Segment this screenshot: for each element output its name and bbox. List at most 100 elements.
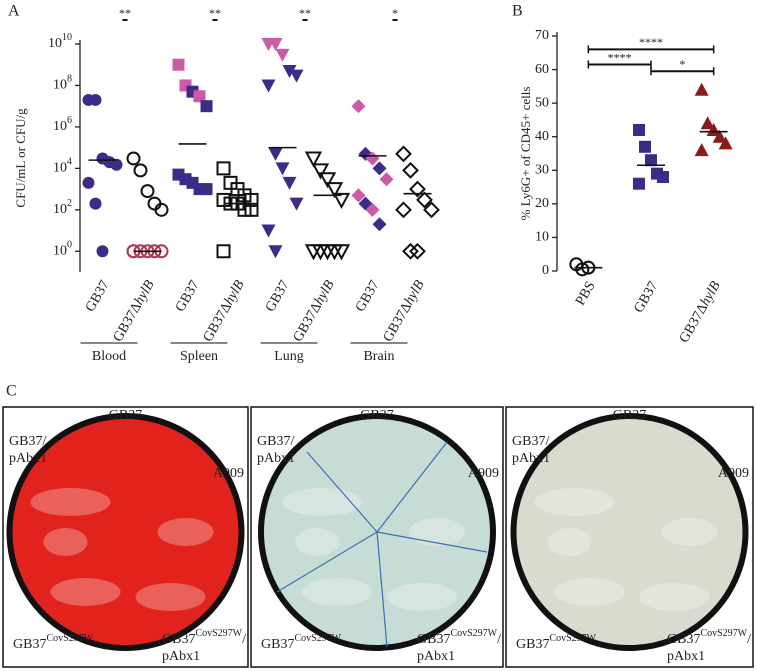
bacterial-streak	[30, 488, 111, 516]
data-point	[351, 188, 366, 203]
bacterial-streak	[282, 488, 362, 516]
strain-mutation: CovS297W	[549, 633, 596, 644]
data-point	[712, 129, 727, 143]
significance-label: **	[299, 6, 311, 20]
agar-plate	[510, 413, 749, 651]
x-tick-label: GB37	[173, 278, 203, 314]
data-point	[282, 176, 297, 190]
data-point	[200, 183, 213, 196]
data-point	[325, 182, 344, 199]
strain-label: GB37/	[512, 434, 549, 449]
strain-label: pAbx1	[417, 649, 455, 664]
bacterial-streak	[135, 583, 206, 611]
data-point	[365, 202, 380, 217]
data-point	[261, 224, 276, 238]
strain-slash: /	[242, 632, 246, 647]
bacterial-streak	[639, 583, 710, 611]
strain-name: GB37	[261, 637, 294, 652]
y-tick-label: 10	[535, 230, 549, 245]
significance-label: ****	[639, 35, 663, 49]
significance-label: *	[679, 57, 685, 71]
data-point	[216, 161, 231, 176]
strain-mutation: CovS297W	[195, 628, 242, 639]
strain-label: GB37CovS297W	[261, 633, 342, 652]
significance-label: **	[119, 6, 131, 20]
significance-label: **	[209, 6, 221, 20]
data-point	[332, 192, 351, 210]
data-point	[379, 172, 394, 187]
strain-label: GB37	[109, 408, 142, 423]
significance-label: *	[392, 6, 398, 20]
strain-slash: /	[747, 632, 751, 647]
data-point	[261, 79, 276, 93]
strain-label: A909	[468, 466, 499, 481]
y-axis-label: CFU/mL or CFU/g	[13, 108, 28, 208]
data-point	[200, 100, 213, 113]
strain-slash: /	[497, 632, 501, 647]
strain-label: GB37CovS297W	[13, 633, 94, 652]
data-point	[126, 151, 141, 166]
strain-label: A909	[718, 466, 749, 481]
strain-mutation: CovS297W	[450, 628, 497, 639]
x-tick-label: GB37ΔhylB	[111, 278, 158, 345]
bacterial-streak	[302, 578, 372, 606]
data-point	[82, 176, 95, 189]
strain-label: pAbx1	[667, 649, 705, 664]
data-point	[575, 262, 590, 277]
strain-label: GB37CovS297W/	[162, 628, 246, 647]
x-tick-label: GB37ΔhylB	[677, 279, 724, 346]
data-point	[89, 197, 102, 210]
strain-name: GB37	[13, 637, 46, 652]
y-tick-label: 104	[53, 157, 72, 176]
data-point	[402, 161, 419, 179]
y-tick-label: 30	[535, 163, 549, 178]
strain-label: pAbx1	[257, 451, 295, 466]
x-tick-label: PBS	[573, 279, 598, 308]
data-point	[172, 58, 185, 71]
strain-label: GB37/	[9, 434, 46, 449]
plate-frame	[250, 406, 504, 668]
data-point	[700, 116, 715, 130]
y-tick-label: 40	[535, 129, 549, 144]
strain-mutation: CovS297W	[700, 628, 747, 639]
data-point	[365, 151, 380, 166]
data-point	[318, 172, 337, 189]
agar-plate	[6, 413, 245, 651]
organ-label: Lung	[274, 349, 304, 364]
data-point	[311, 163, 330, 180]
strain-mutation: CovS297W	[294, 633, 341, 644]
panel-letter: A	[8, 3, 20, 20]
data-point	[216, 244, 231, 259]
strain-label: pAbx1	[9, 451, 47, 466]
bacterial-streak	[661, 518, 718, 546]
strain-label: GB37/	[257, 434, 294, 449]
strain-name: GB37	[417, 632, 450, 647]
strain-label: pAbx1	[162, 649, 200, 664]
bacterial-streak	[534, 488, 615, 516]
plate-frame	[2, 406, 249, 668]
y-tick-label: 100	[53, 240, 72, 259]
x-tick-label: GB37	[353, 278, 383, 314]
data-point	[268, 147, 283, 161]
bacterial-streak	[554, 578, 625, 606]
bacterial-streak	[43, 528, 88, 556]
x-tick-label: GB37	[83, 278, 113, 314]
data-point	[282, 64, 297, 78]
x-tick-label: GB37ΔhylB	[201, 278, 248, 345]
data-point	[268, 245, 283, 259]
data-point	[409, 180, 426, 198]
y-axis-label: % Ly6G+ of CD45+ cells	[518, 87, 533, 221]
data-point	[639, 140, 651, 153]
panel-letter: B	[512, 3, 523, 20]
x-tick-label: GB37	[632, 279, 662, 315]
organ-label: Spleen	[180, 349, 218, 364]
y-tick-label: 60	[535, 62, 549, 77]
sector-line	[376, 531, 388, 648]
strain-name: GB37	[516, 637, 549, 652]
bacterial-streak	[547, 528, 592, 556]
strain-mutation: CovS297W	[46, 633, 93, 644]
y-tick-label: 70	[535, 28, 549, 43]
bacterial-streak	[157, 518, 214, 546]
panel-letter: C	[6, 383, 17, 400]
